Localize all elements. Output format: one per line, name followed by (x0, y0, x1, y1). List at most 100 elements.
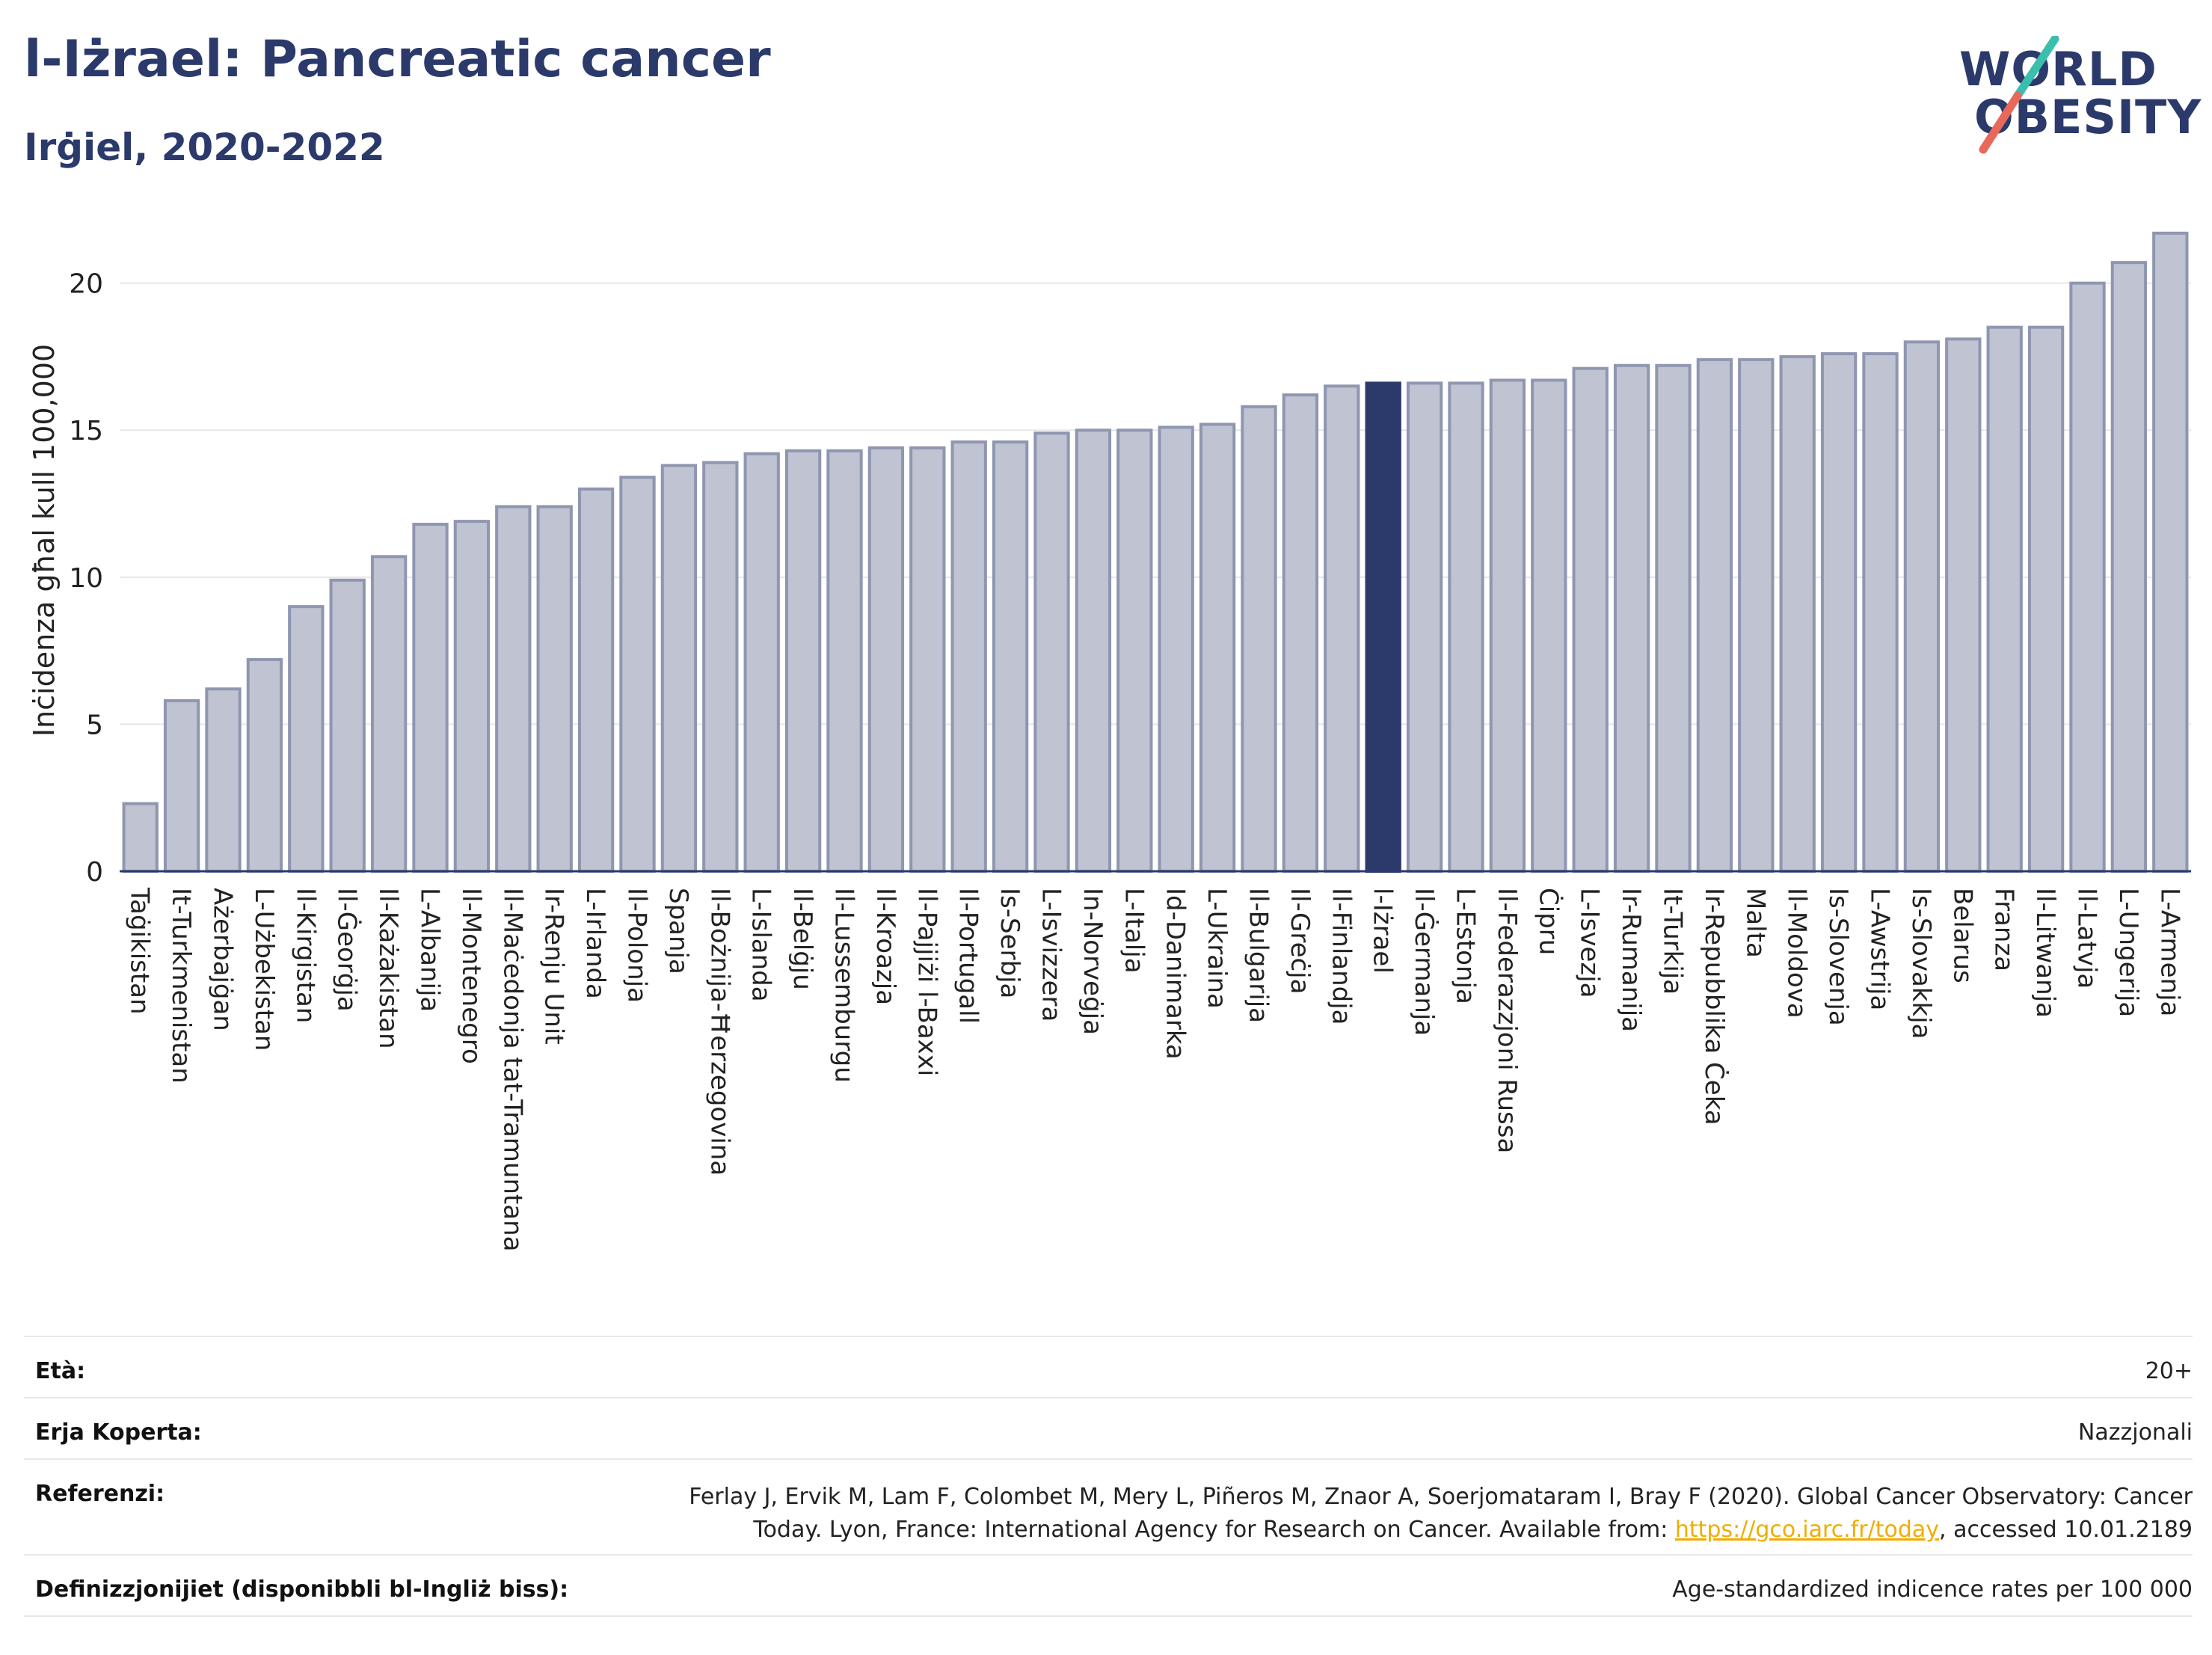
bar (1241, 405, 1277, 873)
x-tick-label: L-Albanija (415, 888, 445, 1012)
page-title: l-Iżrael: Pancreatic cancer (24, 30, 771, 89)
bar (1075, 429, 1112, 873)
x-tick-label: Taġikistan (125, 887, 155, 1015)
x-tick-label: l-Iżrael (1368, 888, 1398, 974)
x-tick-label: Il-Polonja (622, 888, 652, 1003)
y-tick-label: 5 (86, 710, 103, 740)
x-tick-label: Il-Ġermanja (1409, 888, 1440, 1036)
bar (2110, 261, 2148, 873)
x-tick-label: Is-Slovakkja (1906, 888, 1936, 1039)
x-tick-label: L-Isvezja (1575, 888, 1605, 998)
definitions-label: Definizzjonijiet (disponibbli bl-Ingliż … (35, 1576, 569, 1603)
x-tick-label: Il-Montenegro (456, 888, 486, 1064)
bar (495, 505, 532, 873)
bar (246, 657, 283, 873)
references-line1: Ferlay J, Ervik M, Lam F, Colombet M, Me… (689, 1484, 2193, 1510)
area-label: Erja Koperta: (35, 1419, 202, 1446)
bar (453, 520, 491, 873)
x-tick-label: L-Ukraina (1202, 888, 1232, 1009)
bar (2027, 325, 2065, 873)
y-tick-label: 10 (69, 563, 103, 594)
x-tick-label: Is-Slovenja (1823, 888, 1853, 1026)
references-line2-pre: Today. Lyon, France: International Agenc… (753, 1517, 1675, 1543)
definitions-value: Age-standardized indicence rates per 100… (1672, 1576, 2193, 1603)
x-tick-label: L-Islanda (746, 888, 776, 1002)
references-link[interactable]: https://gco.iarc.fr/today (1674, 1517, 1940, 1543)
bar (702, 461, 739, 873)
bar (536, 505, 573, 873)
bar (826, 449, 863, 873)
age-value: 20+ (2145, 1358, 2193, 1384)
x-tick-label: L-Armenja (2154, 888, 2184, 1016)
meta-divider (24, 1397, 2193, 1398)
y-tick-label: 0 (86, 857, 103, 888)
x-tick-label: L-Awstrija (1865, 888, 1895, 1010)
references-label: Referenzi: (35, 1481, 165, 1507)
bar (1324, 384, 1360, 873)
bar (205, 687, 242, 873)
bar (1655, 363, 1692, 873)
bar (1945, 337, 1982, 873)
x-tick-label: Id-Danimarka (1161, 888, 1191, 1060)
bar (1738, 357, 1775, 873)
bar (950, 440, 987, 873)
x-tick-label: Ir-Renju Unit (539, 888, 569, 1045)
y-axis-label: Inċidenza għal kull 100,000 (28, 344, 61, 737)
x-tick-label: It-Turkmenistan (166, 888, 196, 1084)
bar-chart: 0 5 10 15 20 Inċidenza għal kull 100,000 Taġik… (28, 231, 2191, 1252)
references-value: Ferlay J, Ervik M, Lam F, Colombet M, Me… (689, 1481, 2193, 1547)
bar (1862, 352, 1899, 873)
x-tick-label: Franza (1989, 888, 2019, 971)
bar (1489, 378, 1526, 873)
bar (660, 464, 698, 873)
world-obesity-logo: WORLD OBESITY (1952, 36, 2201, 156)
bar (743, 452, 780, 873)
x-tick-label: In-Norveġja (1078, 888, 1107, 1035)
x-tick-label: Spanja (663, 888, 693, 974)
x-tick-label: Il-Bulgarija (1244, 888, 1274, 1023)
x-tick-label: Malta (1740, 888, 1770, 958)
x-tick-label: L-Isvizzera (1036, 888, 1066, 1022)
bar (992, 440, 1029, 873)
bar (2069, 281, 2106, 873)
x-tick-label: Il-Federazzjoni Russa (1492, 888, 1522, 1153)
references-line2-post: , accessed 10.01.2189 (1939, 1517, 2193, 1543)
x-tick-label: Il-Kroazja (870, 888, 900, 1005)
x-tick-label: Il-Greċja (1285, 888, 1315, 994)
x-tick-label: It-Turkija (1658, 888, 1688, 995)
age-label: Età: (35, 1358, 86, 1384)
x-tick-label: Il-Bożnija-Ħerzegovina (704, 888, 734, 1176)
x-tick-label: Il-Lussemburgu (829, 888, 859, 1083)
bar (2152, 231, 2189, 873)
bar (370, 555, 408, 873)
bar (1282, 393, 1319, 873)
x-tick-label: Il-Finlandja (1326, 888, 1356, 1025)
x-tick-label: Il-Belġju (787, 888, 817, 990)
x-tick-label: L-Irlanda (580, 888, 610, 999)
bar (867, 446, 905, 873)
bar (1572, 366, 1609, 873)
bar (909, 446, 946, 873)
x-tick-label: L-Estonja (1451, 888, 1481, 1004)
bar (1199, 423, 1236, 873)
x-tick-label: Ir-Repubblika Ċeka (1699, 888, 1730, 1126)
x-tick-label: Il-Portugall (953, 888, 983, 1024)
page-subtitle: Irġiel, 2020-2022 (24, 126, 385, 169)
meta-divider (24, 1615, 2193, 1617)
x-tick-label: Il-Kirgistan (290, 888, 320, 1023)
x-tick-label: Il-Litwanja (2030, 888, 2060, 1018)
bar (577, 487, 615, 873)
y-tick-label: 15 (69, 416, 103, 446)
x-tick-label: Is-Serbja (995, 888, 1024, 998)
x-tick-label: Il-Każakistan (373, 888, 403, 1049)
bar (412, 523, 449, 873)
x-tick-label: L-Użbekistan (249, 888, 279, 1051)
bar (122, 802, 159, 873)
bar (1365, 381, 1401, 873)
meta-divider (24, 1336, 2193, 1337)
x-tick-label: L-Italja (1119, 888, 1149, 974)
y-tick-label: 20 (69, 269, 103, 300)
x-tick-label: Il-Latvja (2072, 888, 2102, 989)
x-tick-label: Il-Ġeorġja (332, 888, 363, 1012)
bar (1531, 378, 1567, 873)
